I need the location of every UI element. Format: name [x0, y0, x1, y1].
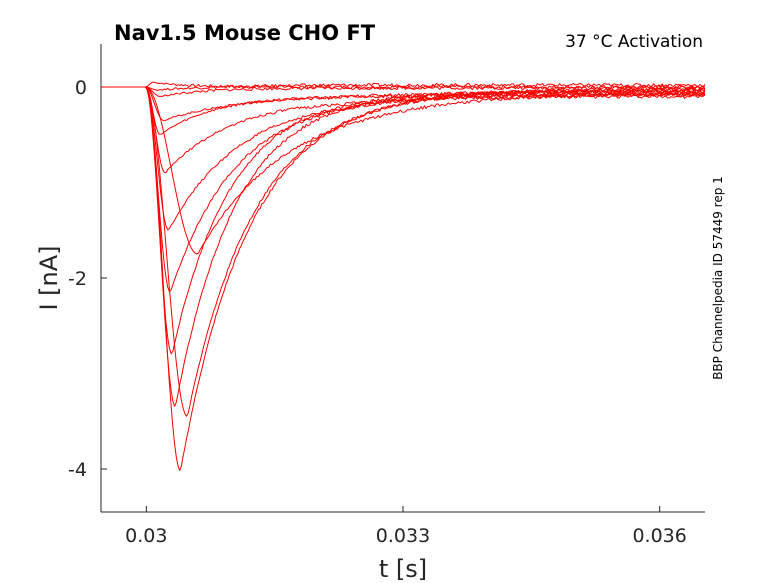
y-tick-label: -4	[68, 459, 87, 481]
y-tick-label: 0	[75, 77, 87, 99]
plot-area: 0 -2 -4 0.03 0.033 0.036	[68, 44, 706, 547]
current-trace	[101, 86, 706, 407]
x-tick-label: 0.033	[376, 525, 430, 547]
y-tick-label: -2	[68, 268, 87, 290]
x-axis-label: t [s]	[379, 555, 427, 583]
current-trace	[101, 86, 706, 471]
channelpedia-id-label: BBP Channelpedia ID 57449 rep 1	[711, 176, 725, 380]
x-tick-label: 0.036	[632, 525, 686, 547]
current-traces	[101, 81, 706, 471]
current-trace	[101, 85, 706, 97]
x-axis-ticks: 0.03 0.033 0.036	[125, 506, 687, 547]
chart-subtitle: 37 °C Activation	[565, 32, 703, 52]
y-axis-label: I [nA]	[35, 245, 63, 310]
x-tick-label: 0.03	[125, 525, 167, 547]
chart-title: Nav1.5 Mouse CHO FT	[114, 21, 376, 45]
current-trace	[101, 82, 706, 91]
